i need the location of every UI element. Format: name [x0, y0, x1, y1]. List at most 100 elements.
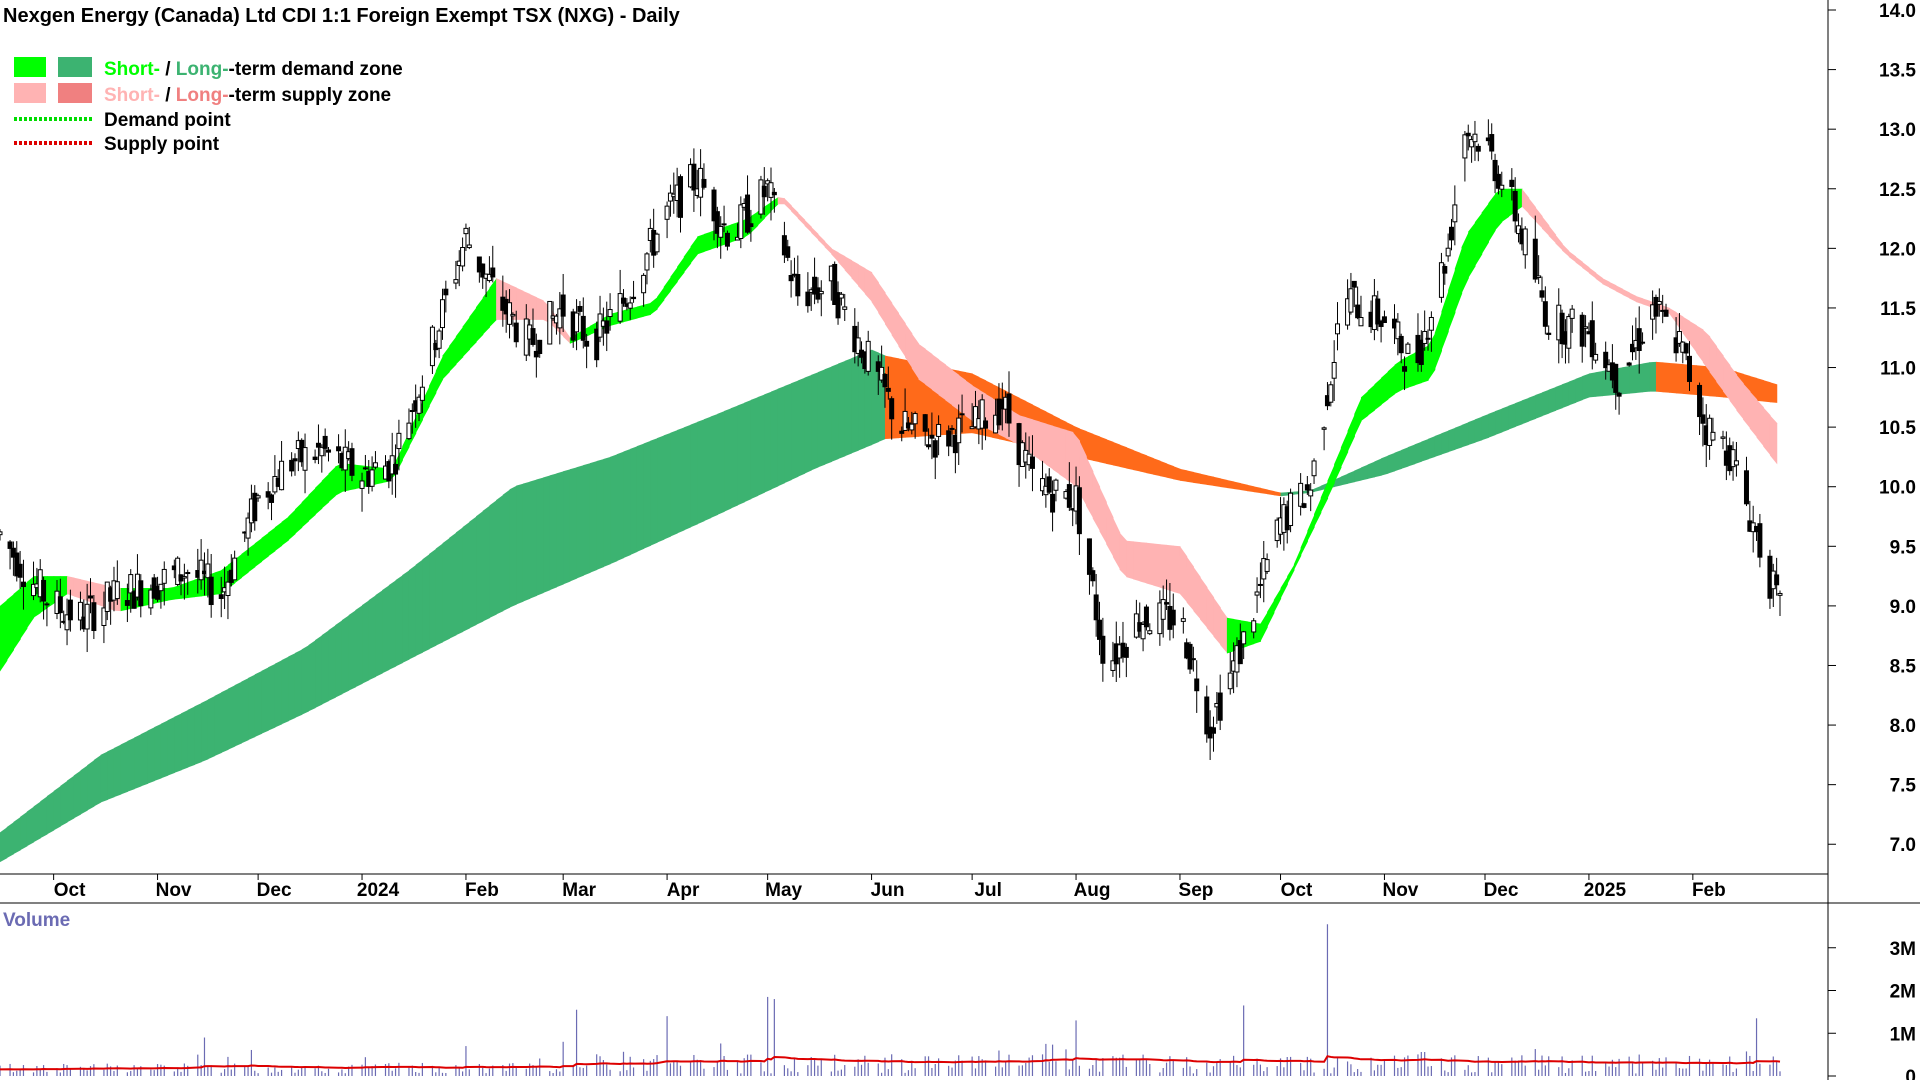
short-term-zone-supply-segment: [791, 205, 799, 219]
long-term-zone-supply-segment: [1133, 449, 1141, 472]
time-tick-label: Dec: [257, 880, 292, 901]
candle-up: [1308, 489, 1314, 497]
short-term-zone-demand-segment: [1267, 599, 1275, 628]
short-term-zone-demand-segment: [1320, 480, 1329, 513]
long-term-zone-demand-segment: [408, 564, 417, 660]
short-term-zone-supply-segment: [1622, 288, 1630, 299]
candle-down: [1170, 609, 1176, 626]
short-term-zone-supply-segment: [1535, 207, 1543, 229]
candle-down: [1100, 635, 1106, 664]
price-tick-label: 10.0: [1879, 478, 1916, 499]
candle-down: [1539, 290, 1545, 298]
long-term-zone-demand-segment: [368, 595, 377, 681]
long-term-zone-demand-segment: [1555, 384, 1563, 411]
candle-up: [664, 205, 670, 220]
long-term-zone-demand-segment: [730, 405, 739, 509]
long-term-zone-demand-segment: [851, 355, 859, 454]
candle-down: [788, 275, 794, 282]
long-term-zone-demand-segment: [46, 791, 55, 835]
short-term-zone-demand-segment: [1468, 222, 1476, 279]
short-term-zone-demand-segment: [1280, 576, 1288, 599]
long-term-zone-demand-segment: [335, 620, 343, 698]
short-term-zone-supply-segment: [1609, 281, 1617, 292]
short-term-zone-supply-segment: [80, 579, 88, 602]
candle-down: [315, 442, 321, 448]
candle-down: [88, 595, 94, 599]
candle-up: [198, 559, 204, 581]
long-term-zone-demand-segment: [1454, 424, 1463, 450]
candle-down: [691, 163, 697, 191]
candle-down: [882, 373, 888, 388]
long-term-zone-demand-segment: [583, 463, 591, 576]
long-term-zone-demand-segment: [53, 785, 61, 831]
candle-down: [835, 292, 841, 319]
short-term-zone-demand-segment: [623, 308, 631, 323]
candle-up: [1264, 559, 1270, 572]
long-term-zone-demand-segment: [1414, 441, 1422, 465]
short-term-zone-supply-segment: [1039, 421, 1047, 465]
long-term-zone-demand-segment: [234, 681, 242, 747]
time-tick-label: Oct: [54, 880, 86, 901]
long-term-zone-demand-segment: [449, 532, 457, 639]
long-term-zone-supply-segment: [1099, 436, 1107, 464]
candle-down: [621, 297, 627, 304]
long-term-zone-supply-segment: [1669, 362, 1677, 394]
candle-down: [1603, 351, 1609, 369]
candle-up: [1251, 620, 1257, 633]
candle-down: [832, 263, 838, 306]
candle-down: [926, 444, 932, 448]
candle-down: [1686, 355, 1692, 382]
long-term-zone-supply-segment: [1086, 431, 1094, 461]
long-term-zone-demand-segment: [744, 399, 752, 503]
candle-down: [1757, 523, 1763, 558]
long-term-zone-demand-segment: [388, 580, 397, 670]
short-term-zone-demand-segment: [630, 306, 638, 321]
short-term-zone-supply-segment: [1769, 415, 1778, 465]
candle-up: [842, 306, 848, 310]
candle-down: [490, 267, 496, 278]
long-term-zone-demand-segment: [811, 372, 819, 471]
long-term-zone-demand-segment: [677, 427, 685, 534]
long-term-zone-demand-segment: [382, 585, 390, 674]
candle-down: [748, 223, 754, 227]
candle-up: [1321, 427, 1327, 430]
candle-up: [1257, 583, 1263, 586]
long-term-zone-demand-segment: [294, 649, 303, 718]
short-term-zone-supply-segment: [838, 252, 846, 271]
short-term-zone-demand-segment: [435, 355, 444, 393]
candle-down: [1355, 304, 1361, 319]
long-term-zone-demand-segment: [328, 625, 336, 702]
long-term-zone-demand-segment: [248, 674, 256, 741]
short-term-zone-supply-segment: [563, 327, 571, 344]
short-term-zone-demand-segment: [328, 466, 336, 503]
long-term-zone-supply-segment: [1206, 475, 1215, 486]
long-term-zone-demand-segment: [355, 605, 363, 688]
short-term-zone-demand-segment: [469, 307, 477, 350]
short-term-zone-demand-segment: [1394, 359, 1402, 395]
candle-up: [1190, 658, 1196, 661]
candle-up: [557, 308, 563, 329]
candle-down: [677, 176, 683, 218]
long-term-zone-demand-segment: [207, 695, 216, 760]
candle-down: [1187, 643, 1193, 670]
candle-down: [1616, 392, 1622, 397]
short-term-zone-supply-segment: [1045, 423, 1054, 470]
candle-down: [1418, 339, 1424, 365]
candle-down: [1495, 173, 1501, 189]
short-term-zone-supply-segment: [858, 264, 866, 295]
candle-down: [185, 572, 191, 575]
long-term-zone-demand-segment: [1635, 363, 1644, 393]
candle-down: [20, 581, 26, 588]
long-term-zone-demand-segment: [268, 663, 276, 731]
legend-demand-zone: Short- / Long--term demand zone: [14, 57, 403, 80]
candle-up: [302, 447, 308, 471]
candle-up: [1583, 326, 1589, 329]
long-term-zone-demand-segment: [154, 723, 162, 782]
candle-up: [1710, 431, 1716, 441]
long-term-zone-demand-segment: [93, 754, 102, 807]
candle-up: [1140, 623, 1146, 640]
short-term-zone-demand-segment: [335, 463, 343, 496]
long-term-zone-demand-segment: [650, 438, 658, 546]
candle-down: [1512, 190, 1518, 222]
long-term-zone-demand-segment: [1367, 461, 1375, 479]
